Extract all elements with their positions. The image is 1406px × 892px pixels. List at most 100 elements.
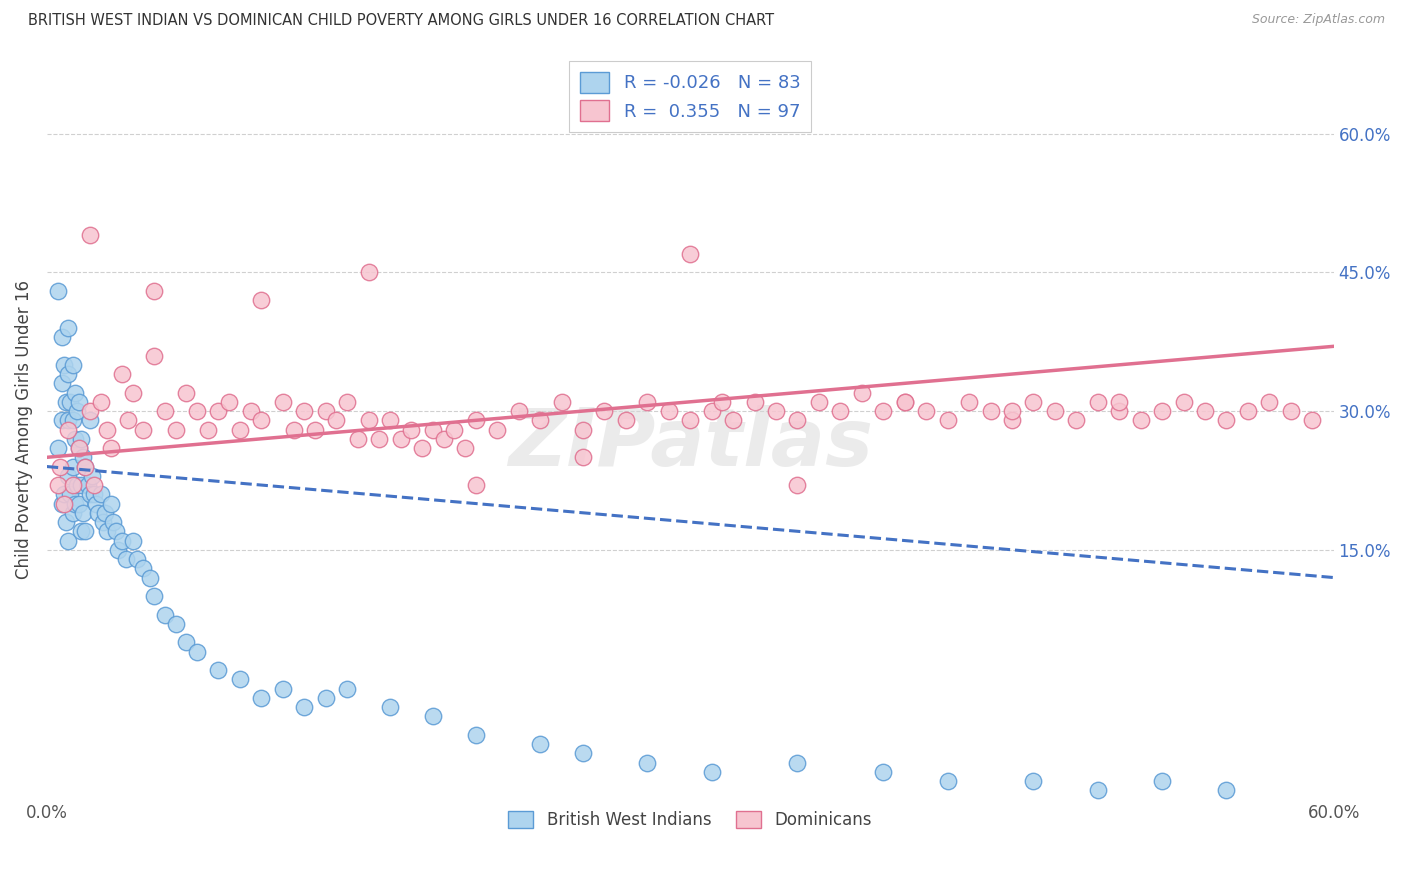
Text: ZIPatlas: ZIPatlas <box>508 405 873 483</box>
Point <box>63 385 86 400</box>
Point <box>411 441 433 455</box>
Point <box>89 394 111 409</box>
Point <box>239 404 262 418</box>
Point <box>529 413 551 427</box>
Point <box>325 413 347 427</box>
Point <box>422 709 444 723</box>
Point <box>207 404 229 418</box>
Point <box>378 413 401 427</box>
Point <box>636 394 658 409</box>
Point <box>336 394 359 409</box>
Point <box>53 497 76 511</box>
Point <box>67 441 90 455</box>
Point <box>872 764 894 779</box>
Point <box>100 441 122 455</box>
Point <box>79 404 101 418</box>
Point <box>1152 774 1174 789</box>
Point <box>89 487 111 501</box>
Point <box>75 524 97 539</box>
Legend: British West Indians, Dominicans: British West Indians, Dominicans <box>502 804 879 836</box>
Point <box>94 506 117 520</box>
Point <box>83 487 105 501</box>
Point <box>165 423 187 437</box>
Point <box>153 607 176 622</box>
Point <box>433 432 456 446</box>
Point <box>292 404 315 418</box>
Point <box>1258 394 1281 409</box>
Point <box>62 478 84 492</box>
Point <box>143 589 166 603</box>
Point <box>174 385 197 400</box>
Point <box>464 728 486 742</box>
Point <box>186 644 208 658</box>
Point <box>229 423 252 437</box>
Point <box>1215 413 1237 427</box>
Point <box>1001 413 1024 427</box>
Point <box>49 459 72 474</box>
Point <box>700 404 723 418</box>
Point <box>139 570 162 584</box>
Point <box>357 265 380 279</box>
Point <box>197 423 219 437</box>
Point <box>111 367 134 381</box>
Point <box>153 404 176 418</box>
Point <box>87 506 110 520</box>
Point <box>96 423 118 437</box>
Point <box>58 468 80 483</box>
Text: Source: ZipAtlas.com: Source: ZipAtlas.com <box>1251 13 1385 27</box>
Point <box>143 284 166 298</box>
Point <box>75 459 97 474</box>
Point <box>75 459 97 474</box>
Point <box>59 394 82 409</box>
Point <box>229 673 252 687</box>
Point <box>486 423 509 437</box>
Point <box>1152 404 1174 418</box>
Point <box>51 330 73 344</box>
Point <box>721 413 744 427</box>
Point <box>51 497 73 511</box>
Point <box>107 542 129 557</box>
Point <box>893 394 915 409</box>
Point <box>125 552 148 566</box>
Point <box>830 404 852 418</box>
Point <box>67 497 90 511</box>
Point <box>936 413 959 427</box>
Point <box>979 404 1001 418</box>
Point <box>100 497 122 511</box>
Point <box>62 358 84 372</box>
Point <box>51 376 73 391</box>
Point <box>936 774 959 789</box>
Point <box>91 515 114 529</box>
Point <box>132 423 155 437</box>
Point <box>250 293 273 307</box>
Point <box>80 468 103 483</box>
Point <box>529 737 551 751</box>
Point <box>1215 783 1237 797</box>
Point <box>53 487 76 501</box>
Y-axis label: Child Poverty Among Girls Under 16: Child Poverty Among Girls Under 16 <box>15 280 32 579</box>
Point <box>464 478 486 492</box>
Point <box>46 478 69 492</box>
Point <box>121 385 143 400</box>
Point <box>711 394 734 409</box>
Point <box>1087 394 1109 409</box>
Point <box>614 413 637 427</box>
Point <box>70 432 93 446</box>
Point <box>62 459 84 474</box>
Text: BRITISH WEST INDIAN VS DOMINICAN CHILD POVERTY AMONG GIRLS UNDER 16 CORRELATION : BRITISH WEST INDIAN VS DOMINICAN CHILD P… <box>28 13 775 29</box>
Point <box>593 404 616 418</box>
Point <box>700 764 723 779</box>
Point <box>271 681 294 696</box>
Point <box>132 561 155 575</box>
Point <box>786 413 808 427</box>
Point <box>1087 783 1109 797</box>
Point <box>454 441 477 455</box>
Point <box>378 700 401 714</box>
Point <box>58 413 80 427</box>
Point <box>679 247 702 261</box>
Point <box>315 690 337 705</box>
Point <box>443 423 465 437</box>
Point <box>66 404 89 418</box>
Point <box>304 423 326 437</box>
Point <box>957 394 980 409</box>
